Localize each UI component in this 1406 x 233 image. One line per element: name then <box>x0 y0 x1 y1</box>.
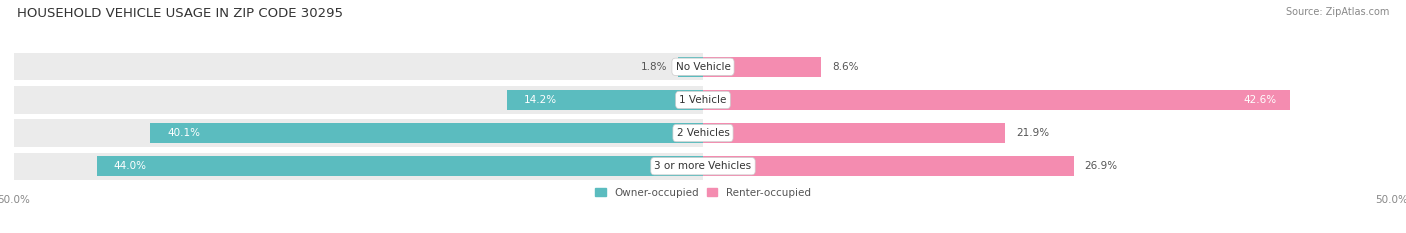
Text: 26.9%: 26.9% <box>1084 161 1118 171</box>
Bar <box>14 53 703 80</box>
Text: 21.9%: 21.9% <box>1015 128 1049 138</box>
Text: 2 Vehicles: 2 Vehicles <box>676 128 730 138</box>
Bar <box>97 156 703 176</box>
Text: 14.2%: 14.2% <box>524 95 557 105</box>
Bar <box>508 90 703 110</box>
Text: 1.8%: 1.8% <box>641 62 668 72</box>
Bar <box>14 120 703 147</box>
Bar <box>14 153 703 180</box>
Bar <box>14 86 703 113</box>
Text: No Vehicle: No Vehicle <box>675 62 731 72</box>
Text: HOUSEHOLD VEHICLE USAGE IN ZIP CODE 30295: HOUSEHOLD VEHICLE USAGE IN ZIP CODE 3029… <box>17 7 343 20</box>
Text: 8.6%: 8.6% <box>832 62 859 72</box>
Bar <box>703 123 1005 143</box>
Text: 3 or more Vehicles: 3 or more Vehicles <box>654 161 752 171</box>
Text: 1 Vehicle: 1 Vehicle <box>679 95 727 105</box>
Text: 44.0%: 44.0% <box>114 161 146 171</box>
Text: 42.6%: 42.6% <box>1243 95 1277 105</box>
Legend: Owner-occupied, Renter-occupied: Owner-occupied, Renter-occupied <box>595 188 811 198</box>
Bar <box>703 57 821 77</box>
Bar <box>678 57 703 77</box>
Text: Source: ZipAtlas.com: Source: ZipAtlas.com <box>1285 7 1389 17</box>
Bar <box>703 90 1289 110</box>
Bar <box>703 156 1074 176</box>
Text: 40.1%: 40.1% <box>167 128 200 138</box>
Bar <box>150 123 703 143</box>
